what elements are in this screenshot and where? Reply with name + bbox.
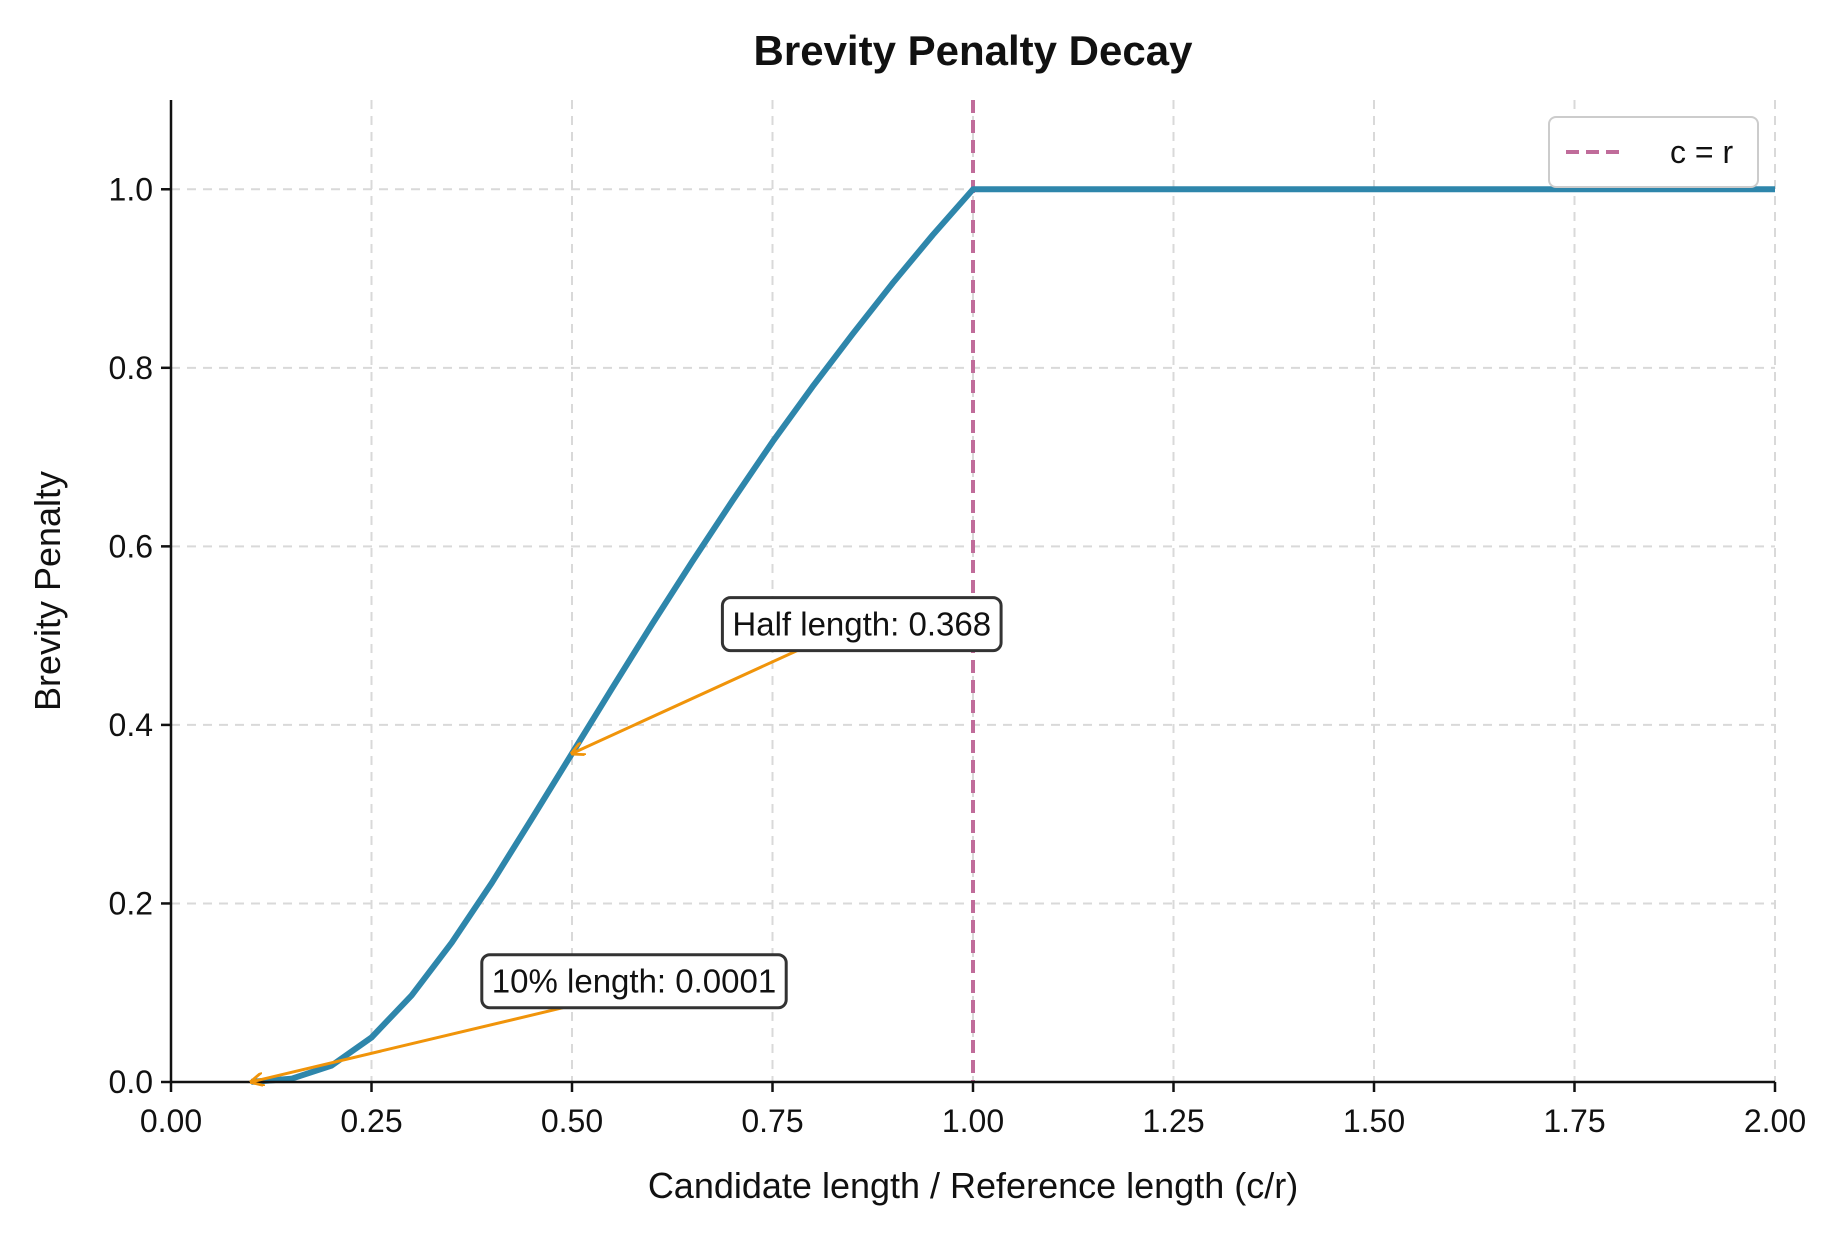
annotation-1: Half length: 0.368 [572, 596, 1003, 754]
legend-label-reference-line: c = r [1670, 134, 1733, 170]
x-tick-label: 0.25 [340, 1103, 402, 1139]
x-ticks: 0.00 0.25 0.50 0.75 1.00 1.25 1.50 1.75 2.00 [140, 1082, 1806, 1139]
annotation-2: 10% length: 0.0001 [251, 953, 788, 1082]
y-tick-label: 0.4 [109, 707, 153, 743]
annotation-arrow [251, 1006, 564, 1082]
y-tick-label: 0.0 [109, 1064, 153, 1100]
annotation-box [480, 953, 788, 1010]
x-tick-label: 2.00 [1744, 1103, 1806, 1139]
y-tick-label: 0.2 [109, 885, 153, 921]
y-axis-label: Brevity Penalty [27, 471, 68, 711]
annotations: Half length: 0.368 10% length: 0.0001 [251, 596, 1003, 1082]
annotation-box [720, 596, 1003, 653]
legend-box [1548, 116, 1759, 188]
x-tick-label: 0.00 [140, 1103, 202, 1139]
chart-title: Brevity Penalty Decay [754, 27, 1194, 74]
y-ticks: 0.0 0.2 0.4 0.6 0.8 1.0 [109, 171, 171, 1100]
x-tick-label: 1.50 [1343, 1103, 1405, 1139]
x-axis-label: Candidate length / Reference length (c/r… [648, 1165, 1298, 1206]
series-layer [250, 186, 1775, 1085]
x-tick-label: 0.75 [741, 1103, 803, 1139]
series-line [250, 186, 1775, 1085]
y-tick-label: 0.8 [109, 350, 153, 386]
annotation-text: 10% length: 0.0001 [492, 963, 776, 1000]
x-tick-label: 1.00 [942, 1103, 1004, 1139]
x-tick-label: 0.50 [541, 1103, 603, 1139]
y-tick-label: 0.6 [109, 528, 153, 564]
x-tick-label: 1.75 [1543, 1103, 1605, 1139]
annotation-text: Half length: 0.368 [732, 606, 991, 643]
y-tick-label: 1.0 [109, 171, 153, 207]
x-tick-label: 1.25 [1142, 1103, 1204, 1139]
annotation-arrow [572, 649, 798, 754]
legend: c = r [1548, 116, 1759, 188]
